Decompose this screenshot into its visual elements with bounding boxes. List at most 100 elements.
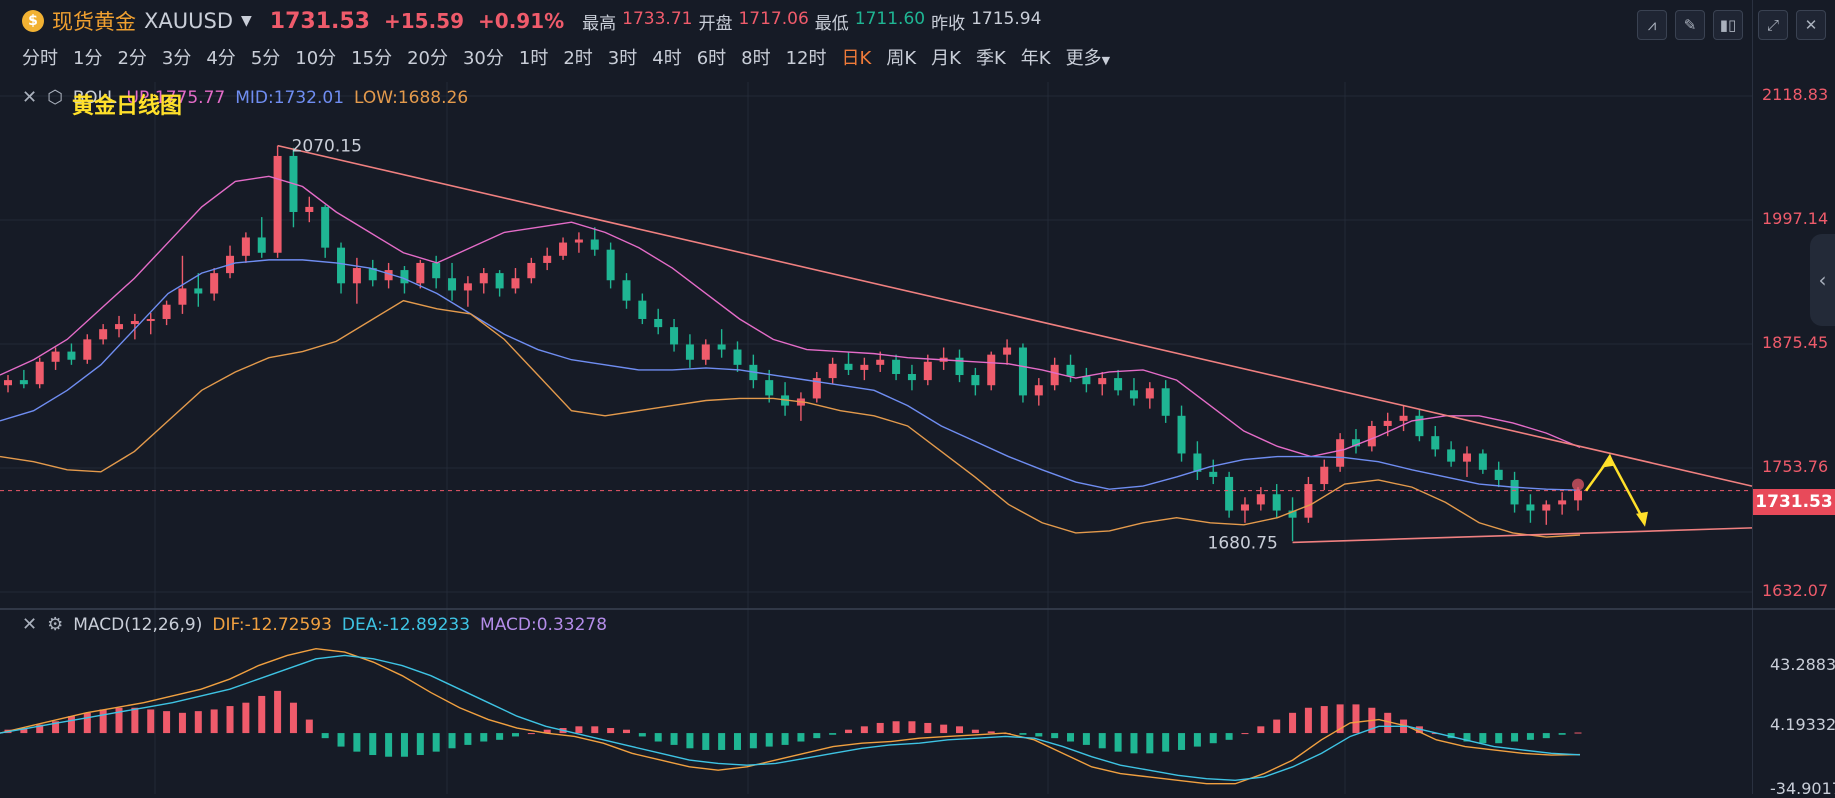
candle-21 xyxy=(337,247,346,284)
tab-period-19[interactable]: 月K xyxy=(931,48,961,69)
candle-97 xyxy=(1542,504,1551,511)
macd-bar-59 xyxy=(940,724,948,734)
macd-bar-37 xyxy=(591,726,599,734)
candle-45 xyxy=(717,344,726,350)
macd-bar-72 xyxy=(1146,733,1154,754)
dea-value: DEA:-12.89233 xyxy=(341,614,471,635)
candle-9 xyxy=(146,318,155,322)
tab-period-13[interactable]: 4时 xyxy=(652,48,682,69)
macd-bar-94 xyxy=(1495,733,1503,744)
expand-icon[interactable]: ⤢ xyxy=(1758,10,1788,40)
close-macd-icon[interactable]: ✕ xyxy=(22,614,38,635)
macd-name: MACD(12,26,9) xyxy=(73,614,203,635)
tab-period-16[interactable]: 12时 xyxy=(785,48,827,69)
settings-hex-icon[interactable]: ⬡ xyxy=(47,87,63,108)
macd-bar-67 xyxy=(1067,733,1075,742)
tab-period-20[interactable]: 季K xyxy=(975,48,1006,69)
dif-line xyxy=(0,647,1581,785)
tab-period-4[interactable]: 4分 xyxy=(206,48,236,69)
macd-bar-10 xyxy=(163,711,171,734)
chevron-left-icon[interactable]: ‹ xyxy=(1810,234,1835,326)
tab-period-10[interactable]: 1时 xyxy=(518,48,549,69)
candle-32 xyxy=(511,278,520,289)
tab-period-14[interactable]: 6时 xyxy=(696,48,727,69)
tab-period-6[interactable]: 10分 xyxy=(295,48,337,69)
gear-icon[interactable]: ⚙ xyxy=(47,614,64,635)
macd-bar-28 xyxy=(448,733,456,749)
close-icon[interactable]: ✕ xyxy=(1796,10,1826,40)
candle-61 xyxy=(971,375,980,386)
indicator-icon[interactable]: ⩘ xyxy=(1637,10,1667,40)
macd-bar-43 xyxy=(686,733,694,749)
prev-close-value: 1715.94 xyxy=(971,8,1042,29)
boll-legend: ✕ ⬡ BOLL UP:1775.77 MID:1732.01 LOW:1688… xyxy=(22,87,468,108)
macd-bar-31 xyxy=(496,733,504,740)
kline-chart[interactable]: 2070.15 1680.75 xyxy=(0,82,1835,794)
tab-period-11[interactable]: 2时 xyxy=(563,48,593,69)
tab-period-21[interactable]: 年K xyxy=(1020,48,1051,69)
tab-period-5[interactable]: 5分 xyxy=(250,48,281,69)
draw-pen-icon[interactable]: ✎ xyxy=(1675,10,1705,40)
macd-bar-71 xyxy=(1130,733,1138,754)
boll-mid-value: MID:1732.01 xyxy=(235,87,345,108)
tab-period-15[interactable]: 8时 xyxy=(741,48,771,69)
symbol-selector[interactable]: $ 现货黄金 XAUUSD ▼ 1731.53 +15.59 +0.91% 最高… xyxy=(22,6,1041,36)
low-label: 最低 xyxy=(814,13,849,34)
candle-90 xyxy=(1431,436,1440,450)
tab-period-0[interactable]: 分时 xyxy=(22,48,58,69)
candle-54 xyxy=(860,364,869,370)
tab-period-1[interactable]: 1分 xyxy=(73,48,103,69)
tab-period-2[interactable]: 2分 xyxy=(117,48,147,69)
tab-period-22[interactable]: 更多▼ xyxy=(1065,48,1111,69)
candle-1 xyxy=(19,380,28,385)
macd-bar-9 xyxy=(147,709,155,734)
candle-30 xyxy=(479,273,488,284)
chevron-down-icon[interactable]: ▼ xyxy=(241,13,252,29)
macd-bar-39 xyxy=(622,729,630,734)
tab-period-3[interactable]: 3分 xyxy=(161,48,192,69)
open-value: 1717.06 xyxy=(738,8,809,29)
macd-bar-7 xyxy=(115,707,123,734)
candle-style-icon[interactable]: ▮▯ xyxy=(1713,10,1743,40)
boll-low-line xyxy=(0,299,1581,538)
candle-55 xyxy=(876,359,885,365)
tab-period-7[interactable]: 15分 xyxy=(351,48,393,69)
macd-bar-66 xyxy=(1051,733,1059,739)
candle-93 xyxy=(1478,453,1487,470)
macd-bar-20 xyxy=(321,733,329,739)
macd-bar-8 xyxy=(131,707,139,734)
macd-bar-70 xyxy=(1114,733,1122,752)
candle-40 xyxy=(638,300,647,319)
candle-81 xyxy=(1288,510,1297,518)
candle-15 xyxy=(241,237,250,256)
macd-bar-60 xyxy=(956,726,964,734)
candle-65 xyxy=(1034,385,1043,396)
candle-62 xyxy=(987,354,996,386)
quote-stats: 最高 1733.71 开盘 1717.06 最低 1711.60 昨收 1715… xyxy=(582,9,1041,34)
candle-27 xyxy=(432,262,441,279)
tab-period-18[interactable]: 周K xyxy=(886,48,917,69)
candle-4 xyxy=(67,351,76,360)
candle-44 xyxy=(701,344,710,360)
macd-bar-74 xyxy=(1178,733,1186,750)
tab-period-8[interactable]: 20分 xyxy=(407,48,448,69)
macd-bar-34 xyxy=(543,729,551,734)
candle-13 xyxy=(210,273,219,294)
close-indicator-icon[interactable]: ✕ xyxy=(22,87,38,108)
macd-bar-80 xyxy=(1273,719,1281,734)
macd-bar-68 xyxy=(1082,733,1090,745)
candle-52 xyxy=(828,363,837,379)
tab-period-17[interactable]: 日K xyxy=(841,48,872,69)
macd-bar-18 xyxy=(289,702,297,734)
candle-3 xyxy=(51,351,60,362)
tab-period-12[interactable]: 3时 xyxy=(607,48,638,69)
macd-bar-15 xyxy=(242,702,250,734)
macd-bar-40 xyxy=(638,733,646,737)
candle-95 xyxy=(1510,479,1519,505)
macd-bar-46 xyxy=(733,733,741,750)
candle-39 xyxy=(622,280,631,301)
candle-58 xyxy=(923,361,932,381)
arrow-down-head xyxy=(1636,511,1648,527)
macd-bar-92 xyxy=(1463,733,1471,742)
tab-period-9[interactable]: 30分 xyxy=(462,48,504,69)
